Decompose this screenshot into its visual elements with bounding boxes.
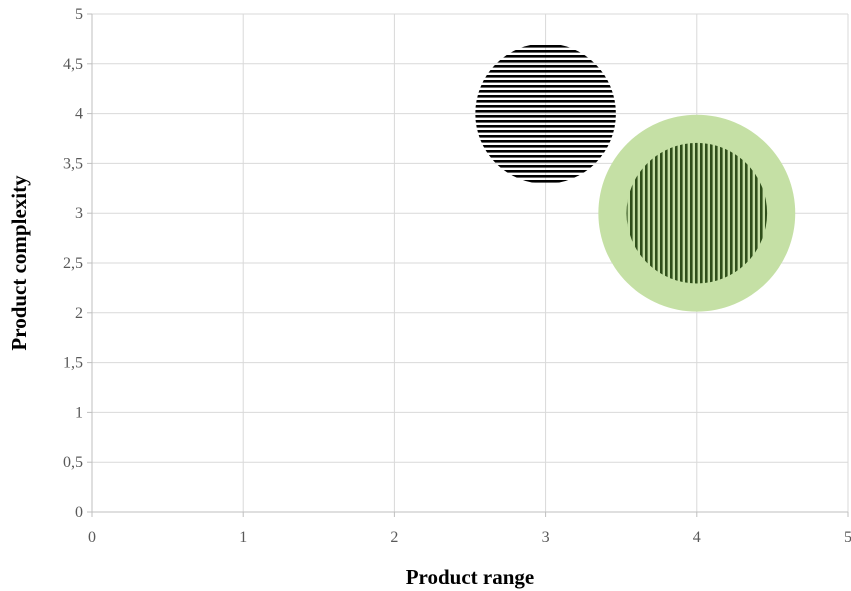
y-tick-label: 2,5 bbox=[63, 255, 83, 272]
y-tick-label: 3,5 bbox=[63, 155, 83, 172]
bubble-horizontal-stripes bbox=[475, 43, 616, 184]
y-axis-title: Product complexity bbox=[7, 175, 31, 351]
x-tick-label: 4 bbox=[693, 529, 701, 546]
y-tick-label: 2 bbox=[75, 305, 83, 322]
x-axis-title: Product range bbox=[406, 565, 535, 589]
x-tick-label: 1 bbox=[239, 529, 247, 546]
y-tick-label: 1 bbox=[75, 404, 83, 421]
x-tick-labels: 0 1 2 3 4 5 bbox=[88, 529, 851, 546]
x-tick-label: 0 bbox=[88, 529, 96, 546]
x-tick-label: 2 bbox=[390, 529, 398, 546]
bubbles bbox=[475, 43, 796, 312]
y-tick-label: 4,5 bbox=[63, 56, 83, 73]
x-tick-label: 3 bbox=[542, 529, 550, 546]
y-tick-label: 0,5 bbox=[63, 454, 83, 471]
x-tick-label: 5 bbox=[844, 529, 851, 546]
y-tick-label: 0 bbox=[75, 504, 83, 521]
y-tick-label: 3 bbox=[75, 205, 83, 222]
y-tick-label: 4 bbox=[75, 106, 83, 123]
bubble-vertical-stripes bbox=[626, 142, 768, 284]
y-tick-label: 5 bbox=[75, 6, 83, 23]
axes bbox=[87, 13, 849, 517]
y-tick-labels: 0 0,5 1 1,5 2 2,5 3 3,5 4 4,5 5 bbox=[63, 6, 83, 521]
y-tick-label: 1,5 bbox=[63, 355, 83, 372]
